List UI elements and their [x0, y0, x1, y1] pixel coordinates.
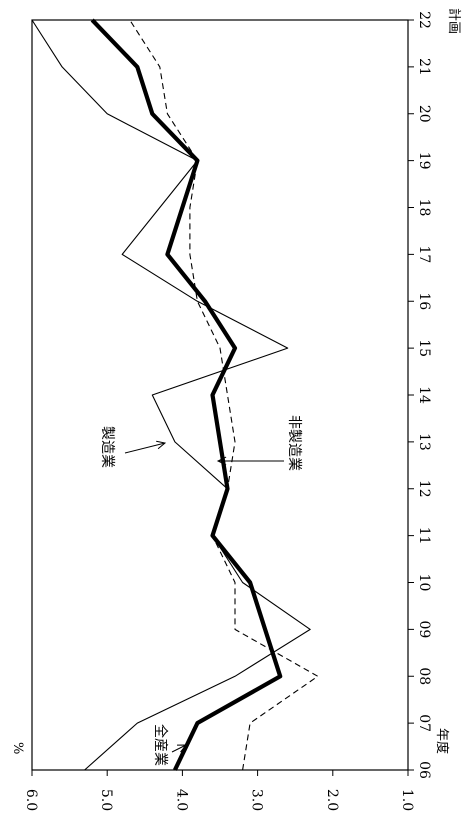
x-tick-label: 16 [416, 292, 432, 310]
x-tick-label: 14 [416, 386, 432, 404]
x-tick-label: 17 [416, 245, 432, 263]
series-all-industries [90, 18, 283, 771]
y-tick-label: 1.0 [399, 789, 415, 811]
y-tick-label: 2.0 [324, 789, 340, 811]
x-tick-label: 20 [416, 105, 432, 123]
x-tick-label: 15 [416, 339, 432, 357]
annotations: 全産業 製造業 非製造業 [99, 415, 302, 766]
label-all-industries: 全産業 [152, 724, 169, 766]
x-tick-label: 06 [416, 761, 432, 779]
y-axis: 1.0 2.0 3.0 4.0 5.0 6.0 [23, 770, 415, 811]
series-manufacturing [31, 19, 311, 771]
x-tick-label: 13 [416, 433, 432, 451]
plot-border [31, 19, 409, 771]
x-tick-label: 11 [416, 527, 432, 545]
series-non-manufacturing [129, 19, 319, 771]
y-unit-label: % [10, 742, 25, 754]
y-tick-label: 4.0 [173, 789, 189, 811]
x-tick-label: 10 [416, 574, 432, 592]
x-tick-label: 18 [416, 199, 432, 217]
label-non-manufacturing: 非製造業 [286, 415, 302, 471]
annotation-arrow-line [124, 442, 166, 454]
annotation-arrow-head [176, 744, 188, 753]
x-tick-label: 09 [416, 620, 432, 638]
plot-frame [31, 19, 409, 771]
x-axis-title: 年度 [434, 728, 450, 754]
x-tick-label: 21 [416, 58, 432, 76]
x-suffix-label: 計画 [446, 8, 462, 34]
series-lines [31, 18, 319, 771]
label-manufacturing: 製造業 [99, 426, 115, 468]
x-axis: 06 07 08 09 10 11 12 13 14 15 16 17 18 19 20 21 22 [408, 11, 432, 779]
x-tick-label: 12 [416, 480, 432, 498]
x-tick-label: 07 [416, 714, 432, 732]
y-tick-label: 6.0 [23, 789, 39, 811]
y-tick-label: 5.0 [98, 789, 114, 811]
x-tick-label: 19 [416, 152, 432, 170]
annotation-arrow-head [216, 456, 227, 466]
x-tick-label: 08 [416, 667, 432, 685]
annotation-arrow-head [156, 440, 167, 450]
annotation-arrow-line [171, 744, 187, 753]
y-tick-label: 3.0 [249, 789, 265, 811]
x-tick-label: 22 [416, 11, 432, 29]
